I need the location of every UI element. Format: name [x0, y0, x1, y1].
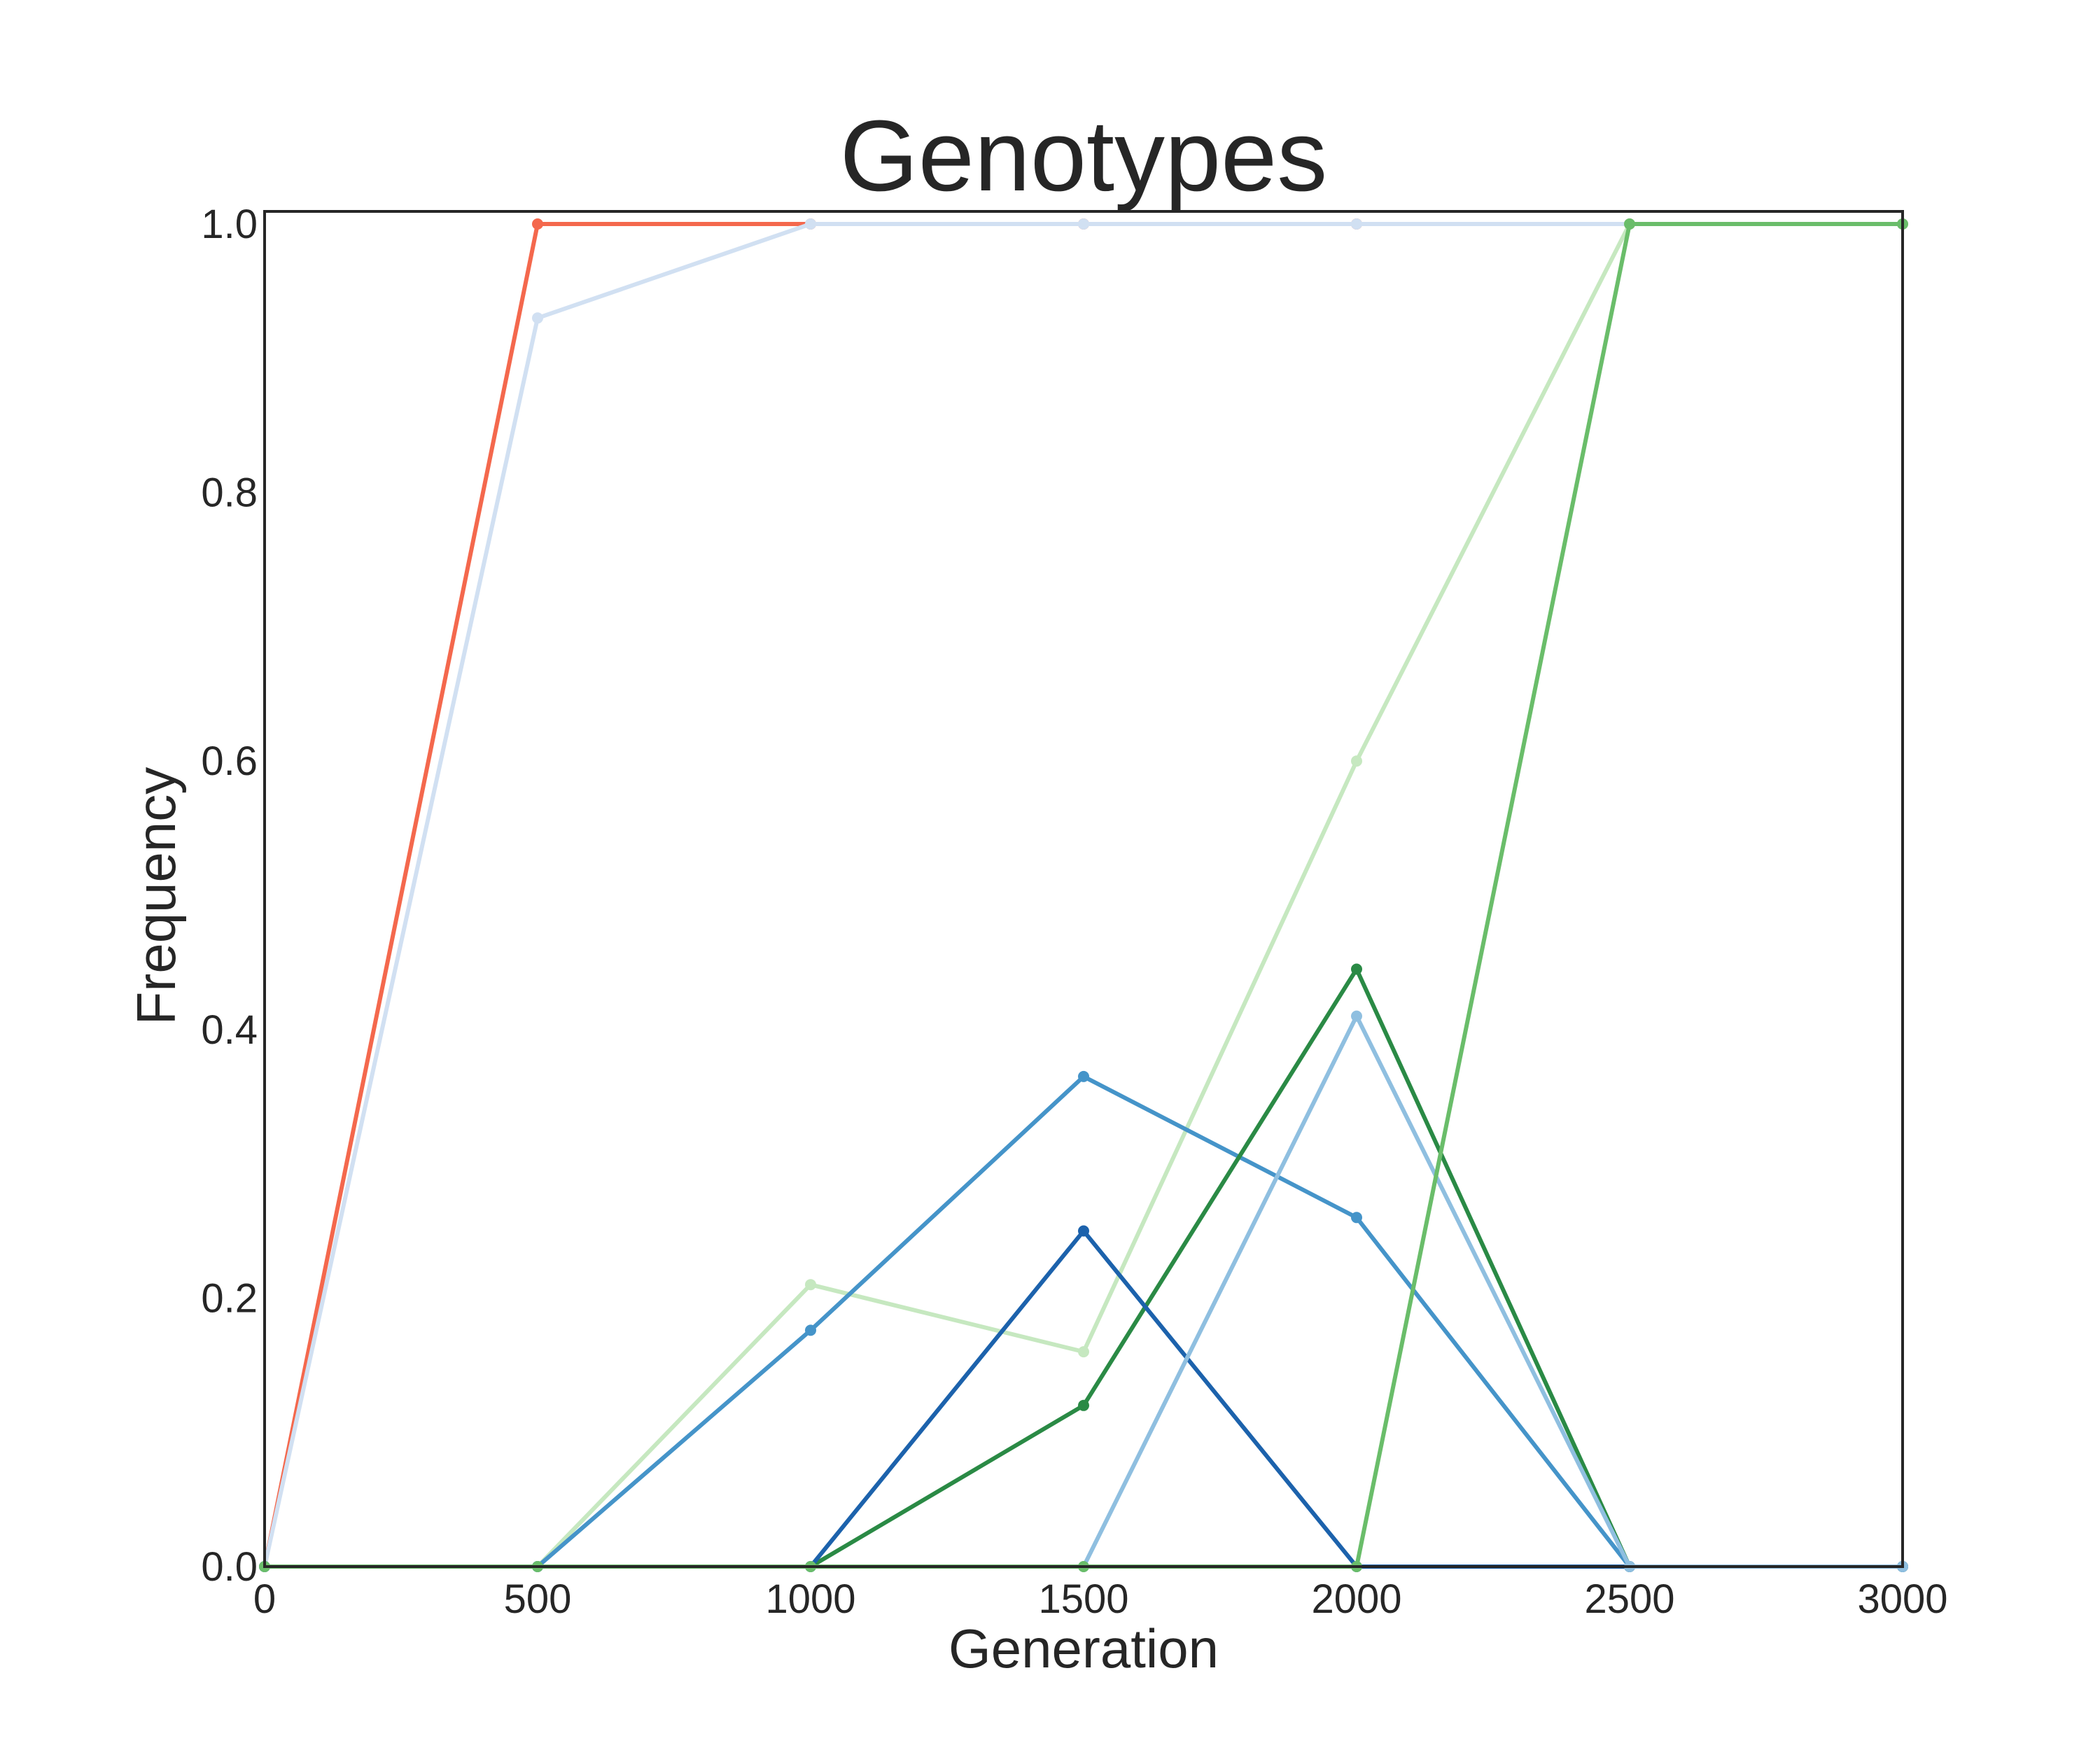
series-3-point: [1078, 1346, 1089, 1358]
x-axis-ticks: 0 500 1000 1500 2000 2500 3000: [253, 1576, 1948, 1622]
y-tick-label: 0.4: [201, 1007, 258, 1053]
plot-frame: [263, 210, 1904, 1568]
x-tick-label: 2000: [1311, 1576, 1401, 1622]
series-5-point: [1351, 963, 1362, 975]
series-2-point: [805, 218, 816, 230]
y-tick-label: 0.6: [201, 738, 258, 784]
series-3-point: [1351, 755, 1362, 767]
series-7-point: [1351, 1010, 1362, 1022]
x-axis-label: Generation: [948, 1618, 1219, 1679]
y-tick-label: 1.0: [201, 202, 258, 247]
y-tick-label: 0.2: [201, 1275, 258, 1321]
series-6-point: [1078, 1225, 1089, 1237]
series-4-point: [1351, 1212, 1362, 1224]
series-8-point: [1624, 218, 1635, 230]
x-tick-label: 1000: [765, 1576, 855, 1622]
series-2-point: [1078, 218, 1089, 230]
series-1-point: [532, 218, 543, 230]
series-3-point: [805, 1279, 816, 1291]
series-4-point: [1078, 1070, 1089, 1082]
x-tick-label: 2500: [1584, 1576, 1674, 1622]
y-tick-label: 0.0: [201, 1544, 258, 1590]
x-tick-label: 500: [504, 1576, 572, 1622]
x-tick-label: 3000: [1857, 1576, 1947, 1622]
series-4-point: [805, 1324, 816, 1336]
y-axis-ticks: 0.0 0.2 0.4 0.6 0.8 1.0: [201, 202, 258, 1590]
y-axis-label: Frequency: [125, 767, 187, 1026]
x-tick-label: 1500: [1038, 1576, 1128, 1622]
series-2-point: [1351, 218, 1362, 230]
series-2-point: [532, 312, 543, 324]
series-5-point: [1078, 1399, 1089, 1411]
x-tick-label: 0: [253, 1576, 276, 1622]
y-tick-label: 0.8: [201, 470, 258, 516]
chart-title: Genotypes: [840, 99, 1327, 212]
